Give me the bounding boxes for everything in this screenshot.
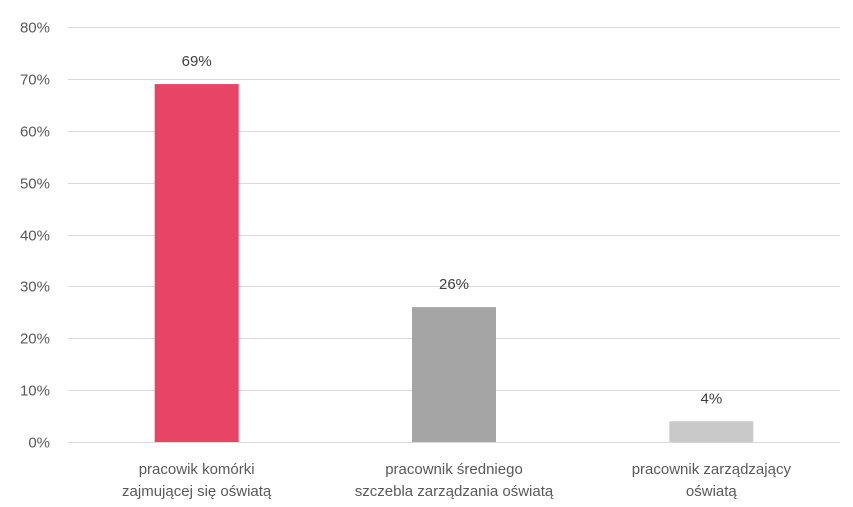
y-tick-label: 80% (20, 20, 50, 37)
data-label: 26% (439, 276, 469, 293)
bar (669, 421, 754, 442)
y-tick-label: 0% (28, 435, 50, 452)
bar (154, 84, 239, 442)
bars (154, 84, 754, 442)
category-label: pracownik średniego szczebla zarządzania … (355, 461, 554, 500)
y-axis-tick-labels: 0% 10% 20% 30% 40% 50% 60% 70% 80% (20, 20, 50, 452)
data-label: 69% (182, 53, 212, 70)
y-tick-label: 10% (20, 383, 50, 400)
y-tick-label: 20% (20, 331, 50, 348)
category-label: pracowik komórki zajmującej się oświatą (122, 461, 272, 500)
y-tick-label: 40% (20, 228, 50, 245)
bar (412, 307, 496, 442)
y-tick-label: 50% (20, 176, 50, 193)
data-label: 4% (700, 390, 722, 407)
category-label: pracownik zarządzający oświatą (632, 461, 792, 500)
y-tick-label: 70% (20, 72, 50, 89)
y-tick-label: 60% (20, 124, 50, 141)
y-tick-label: 30% (20, 279, 50, 296)
category-labels: pracowik komórki zajmującej się oświatą pr… (122, 461, 791, 500)
data-labels: 69% 26% 4% (182, 53, 723, 407)
